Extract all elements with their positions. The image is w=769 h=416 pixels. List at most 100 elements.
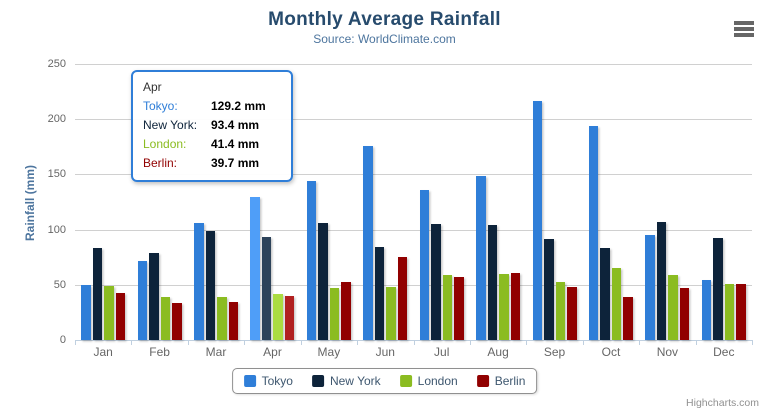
legend-label: London [417,374,458,388]
bar-tokyo-aug[interactable] [476,176,486,340]
y-axis-tick-label: 0 [59,334,66,346]
tooltip-row-berlin: Berlin: 39.7 mm [143,154,281,173]
bar-london-sep[interactable] [555,282,566,340]
tooltip-series-value: 39.7 mm [211,156,260,170]
x-axis-label-oct: Oct [601,345,621,359]
bar-new-york-apr[interactable] [261,236,272,340]
y-axis-tick-label: 200 [47,113,66,126]
bar-berlin-jan[interactable] [115,293,126,340]
x-axis-tick [752,340,753,345]
chart-subtitle: Source: WorldClimate.com [313,32,456,46]
bar-tokyo-dec[interactable] [701,279,712,340]
bar-london-oct[interactable] [611,268,622,340]
x-axis-tick [357,340,359,345]
x-axis-tick [300,340,302,345]
gridline [75,284,752,286]
bar-tokyo-sep[interactable] [532,101,543,340]
gridline [75,64,752,65]
tooltip-series-value: 93.4 mm [211,118,260,132]
bar-tokyo-nov[interactable] [645,234,655,340]
x-axis-tick [413,340,415,345]
bar-berlin-dec[interactable] [736,283,746,340]
x-axis-label-may: May [317,345,341,359]
x-axis-label-aug: Aug [487,345,509,359]
bar-tokyo-apr[interactable] [250,197,260,340]
bar-new-york-aug[interactable] [487,224,498,340]
bar-london-aug[interactable] [499,274,509,340]
tooltip-series-label: New York: [143,118,198,132]
bar-berlin-may[interactable] [341,281,351,340]
legend-item-new-york[interactable]: New York [311,374,381,388]
bar-new-york-oct[interactable] [600,247,610,340]
bar-berlin-oct[interactable] [623,296,633,340]
bar-tokyo-oct[interactable] [588,125,599,340]
x-axis-label-jun: Jun [375,345,395,359]
bar-berlin-sep[interactable] [567,287,577,340]
bar-london-may[interactable] [329,288,340,340]
bar-new-york-nov[interactable] [656,222,667,340]
bar-berlin-jun[interactable] [397,256,408,340]
bar-london-mar[interactable] [217,296,227,340]
bar-berlin-nov[interactable] [679,288,690,340]
tooltip-series-label: London: [143,137,187,151]
gridline [75,229,752,231]
legend-marker-tokyo [243,375,256,387]
legend-label: Berlin [494,374,526,388]
bar-london-jun[interactable] [386,286,396,340]
bar-new-york-mar[interactable] [205,231,216,340]
legend-item-london[interactable]: London [399,374,458,388]
chart-title: Monthly Average Rainfall [268,9,501,30]
gridline [75,174,752,176]
bar-tokyo-feb[interactable] [137,261,148,340]
bar-new-york-jul[interactable] [431,224,441,340]
bar-london-feb[interactable] [160,297,171,340]
legend-marker-new-york [311,375,324,387]
x-axis-tick [695,340,697,345]
x-axis-tick [187,340,189,345]
bar-new-york-may[interactable] [318,223,328,340]
x-axis-label-apr: Apr [263,345,282,359]
bar-tokyo-jun[interactable] [363,145,373,340]
bar-berlin-feb[interactable] [172,303,182,340]
legend-item-tokyo[interactable]: Tokyo [243,374,293,388]
x-axis-tick [75,340,76,345]
legend: Tokyo New York London Berlin [231,368,538,394]
legend-item-berlin[interactable]: Berlin [476,374,526,388]
tooltip-header: Apr [143,80,162,94]
bar-berlin-jul[interactable] [454,276,464,340]
legend-label: Tokyo [261,374,293,388]
bar-tokyo-may[interactable] [306,181,317,340]
bar-tokyo-jul[interactable] [419,190,430,340]
y-axis-tick-label: 250 [47,58,66,70]
hamburger-icon [734,21,754,37]
x-axis-tick [244,340,246,345]
tooltip-series-label: Berlin: [143,156,178,170]
legend-marker-london [399,375,412,387]
highcharts-credit[interactable]: Highcharts.com [686,397,759,409]
bar-london-dec[interactable] [724,283,735,340]
bar-new-york-jan[interactable] [92,247,103,340]
x-axis-label-feb: Feb [149,345,170,359]
bar-london-jul[interactable] [442,274,453,340]
x-axis-label-nov: Nov [656,345,679,359]
bar-berlin-apr[interactable] [284,296,295,340]
bar-london-nov[interactable] [668,274,678,340]
bar-berlin-mar[interactable] [228,301,239,340]
bar-new-york-feb[interactable] [149,253,159,340]
tooltip-row-london: London: 41.4 mm [143,135,281,154]
x-axis-label-dec: Dec [713,345,735,359]
tooltip-series-value: 129.2 mm [211,99,266,113]
gridline [75,119,752,121]
bar-tokyo-jan[interactable] [81,284,91,340]
bar-new-york-dec[interactable] [713,238,723,340]
bar-london-apr[interactable] [273,294,283,340]
y-axis-tick-label: 50 [53,278,66,291]
bar-london-jan[interactable] [104,286,114,340]
bar-tokyo-mar[interactable] [194,222,204,340]
x-axis-tick [131,340,133,345]
bar-berlin-aug[interactable] [510,273,521,340]
bar-new-york-sep[interactable] [544,239,554,340]
bar-new-york-jun[interactable] [374,246,385,340]
export-menu-button[interactable] [733,20,755,38]
